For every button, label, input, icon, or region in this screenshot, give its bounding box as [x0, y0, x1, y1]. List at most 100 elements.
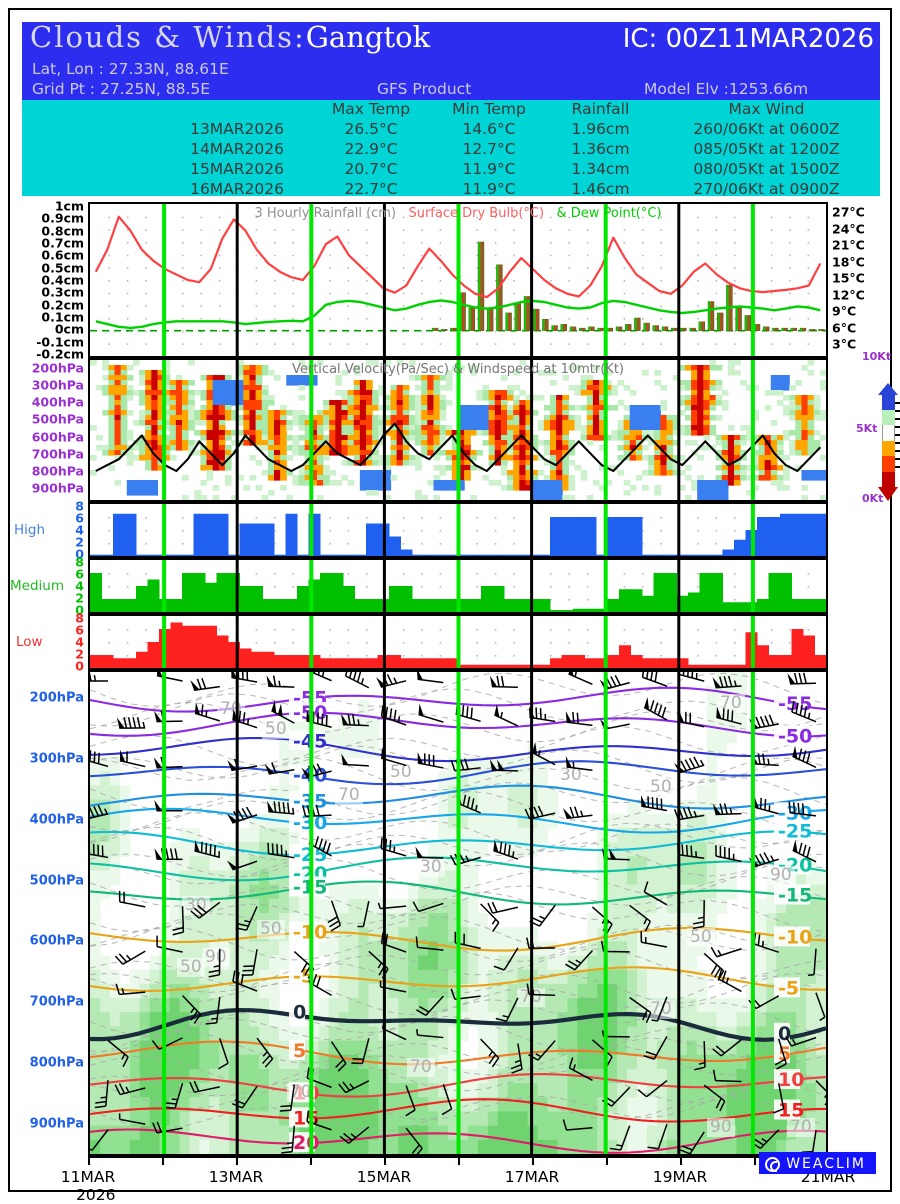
scale-band-red — [882, 456, 895, 472]
svg-text:-55: -55 — [778, 693, 812, 715]
rainfall-temperature-panel: 3 Hourly Rainfall (cm) Surface Dry Bulb(… — [88, 202, 828, 358]
scale-band-lightgreen — [882, 410, 895, 425]
pressure-axis-tick: 800hPa — [32, 463, 84, 478]
cell-rainfall: 1.46cm — [548, 179, 653, 199]
page-title: Clouds & Winds:Gangtok — [30, 20, 430, 54]
cell-min-temp: 14.6°C — [430, 119, 548, 139]
cell-date: 14MAR2026 — [22, 139, 312, 159]
pressure-axis-tick: 900hPa — [30, 1117, 84, 1132]
pressure-axis-tick: 300hPa — [32, 378, 84, 393]
scale-tick — [895, 466, 900, 468]
cell-max-wind: 085/05Kt at 1200Z — [653, 139, 880, 159]
medium-cloud-panel — [88, 558, 828, 614]
table-row: 14MAR2026 22.9°C 12.7°C 1.36cm 085/05Kt … — [22, 139, 880, 159]
scale-tick — [895, 458, 900, 460]
temperature-axis-tick: 24°C — [832, 221, 865, 236]
initial-condition-label: IC: 00Z11MAR2026 — [623, 24, 874, 54]
svg-text:70: 70 — [790, 1117, 812, 1137]
temperature-axis-tick: 18°C — [832, 254, 865, 269]
scale-band-white — [882, 425, 895, 441]
scale-label-mid: 5Kt — [856, 422, 877, 435]
upper-air-panel: -55-55-50-50-45-40-35-30-30-25-25-20-20-… — [88, 670, 828, 1156]
windspeed-color-scale — [878, 394, 898, 488]
cell-max-temp: 20.7°C — [312, 159, 430, 179]
scale-band-orange — [882, 441, 895, 456]
svg-text:-25: -25 — [778, 820, 812, 842]
axis-year-label: 2026 — [76, 1186, 115, 1204]
weaclim-badge: WEACLIM — [759, 1152, 876, 1174]
svg-text:5: 5 — [293, 1040, 306, 1062]
date-axis-tick — [310, 1156, 312, 1165]
table-row: 16MAR2026 22.7°C 11.9°C 1.46cm 270/06Kt … — [22, 179, 880, 199]
station-name: Gangtok — [306, 20, 430, 54]
cell-date: 13MAR2026 — [22, 119, 312, 139]
temperature-axis-tick: 3°C — [832, 337, 856, 352]
cell-max-wind: 260/06Kt at 0600Z — [653, 119, 880, 139]
copyright-icon — [765, 1157, 780, 1172]
low-cloud-panel — [88, 614, 828, 670]
cell-max-temp: 22.7°C — [312, 179, 430, 199]
svg-text:-50: -50 — [778, 725, 812, 747]
rainfall-plot — [90, 204, 826, 356]
svg-text:10: 10 — [778, 1069, 804, 1091]
svg-text:70: 70 — [410, 1057, 432, 1077]
svg-text:15: 15 — [293, 1107, 319, 1129]
pressure-axis-tick: 500hPa — [30, 873, 84, 888]
date-axis-label: 19MAR — [653, 1168, 707, 1186]
col-min-temp: Min Temp — [430, 100, 548, 119]
pressure-axis-tick: 500hPa — [32, 412, 84, 427]
col-date — [22, 100, 312, 119]
col-max-wind: Max Wind — [653, 100, 880, 119]
header-banner: Clouds & Winds:Gangtok IC: 00Z11MAR2026 … — [22, 22, 880, 100]
svg-text:70: 70 — [338, 785, 360, 805]
svg-text:20: 20 — [293, 1132, 319, 1154]
temperature-axis-tick: 6°C — [832, 320, 856, 335]
temperature-axis-tick: 27°C — [832, 205, 865, 220]
pressure-axis-tick: 800hPa — [30, 1056, 84, 1071]
svg-text:30: 30 — [185, 895, 207, 915]
scale-tick — [895, 434, 900, 436]
cell-max-wind: 080/05Kt at 1500Z — [653, 159, 880, 179]
chart-frame: Clouds & Winds:Gangtok IC: 00Z11MAR2026 … — [8, 8, 892, 1192]
title-prefix: Clouds & Winds: — [30, 20, 306, 54]
svg-text:90: 90 — [770, 865, 792, 885]
svg-text:-5: -5 — [778, 977, 799, 999]
svg-text:50: 50 — [650, 777, 672, 797]
pressure-axis-tick: 200hPa — [32, 361, 84, 376]
scale-tick — [895, 450, 900, 452]
date-axis-tick — [88, 1156, 90, 1165]
date-axis-tick — [532, 1156, 534, 1165]
pressure-axis-tick: 700hPa — [30, 995, 84, 1010]
cell-min-temp: 12.7°C — [430, 139, 548, 159]
temperature-axis-tick: 21°C — [832, 238, 865, 253]
lat-lon-line: Lat, Lon : 27.33N, 88.61E — [32, 60, 229, 78]
svg-text:50: 50 — [390, 762, 412, 782]
temperature-axis-tick: 9°C — [832, 304, 856, 319]
cell-max-wind: 270/06Kt at 0900Z — [653, 179, 880, 199]
low-cloud-plot — [90, 616, 826, 668]
pressure-axis-tick: 400hPa — [30, 812, 84, 827]
scale-tick — [895, 442, 900, 444]
grid-point-line: Grid Pt : 27.25N, 88.5E — [32, 80, 210, 98]
cell-date: 16MAR2026 — [22, 179, 312, 199]
cell-min-temp: 11.9°C — [430, 159, 548, 179]
date-axis-tick — [606, 1156, 608, 1165]
product-label: GFS Product — [377, 80, 471, 98]
cell-max-temp: 26.5°C — [312, 119, 430, 139]
pressure-axis-tick: 400hPa — [32, 395, 84, 410]
forecast-summary-table: Max Temp Min Temp Rainfall Max Wind 13MA… — [22, 100, 880, 196]
high-cloud-panel — [88, 502, 828, 558]
date-axis-tick — [236, 1156, 238, 1165]
model-elevation-label: Model Elv :1253.66m — [644, 80, 808, 98]
date-axis-tick — [458, 1156, 460, 1165]
pressure-axis-tick: 900hPa — [32, 481, 84, 496]
scale-tick — [895, 410, 900, 412]
medium-cloud-plot — [90, 560, 826, 612]
svg-text:-10: -10 — [778, 926, 812, 948]
table-row: 13MAR2026 26.5°C 14.6°C 1.96cm 260/06Kt … — [22, 119, 880, 139]
pressure-axis-tick: 300hPa — [30, 751, 84, 766]
temperature-axis-tick: 12°C — [832, 287, 865, 302]
scale-band-darkred — [882, 472, 895, 488]
date-axis-label: 17MAR — [505, 1168, 559, 1186]
